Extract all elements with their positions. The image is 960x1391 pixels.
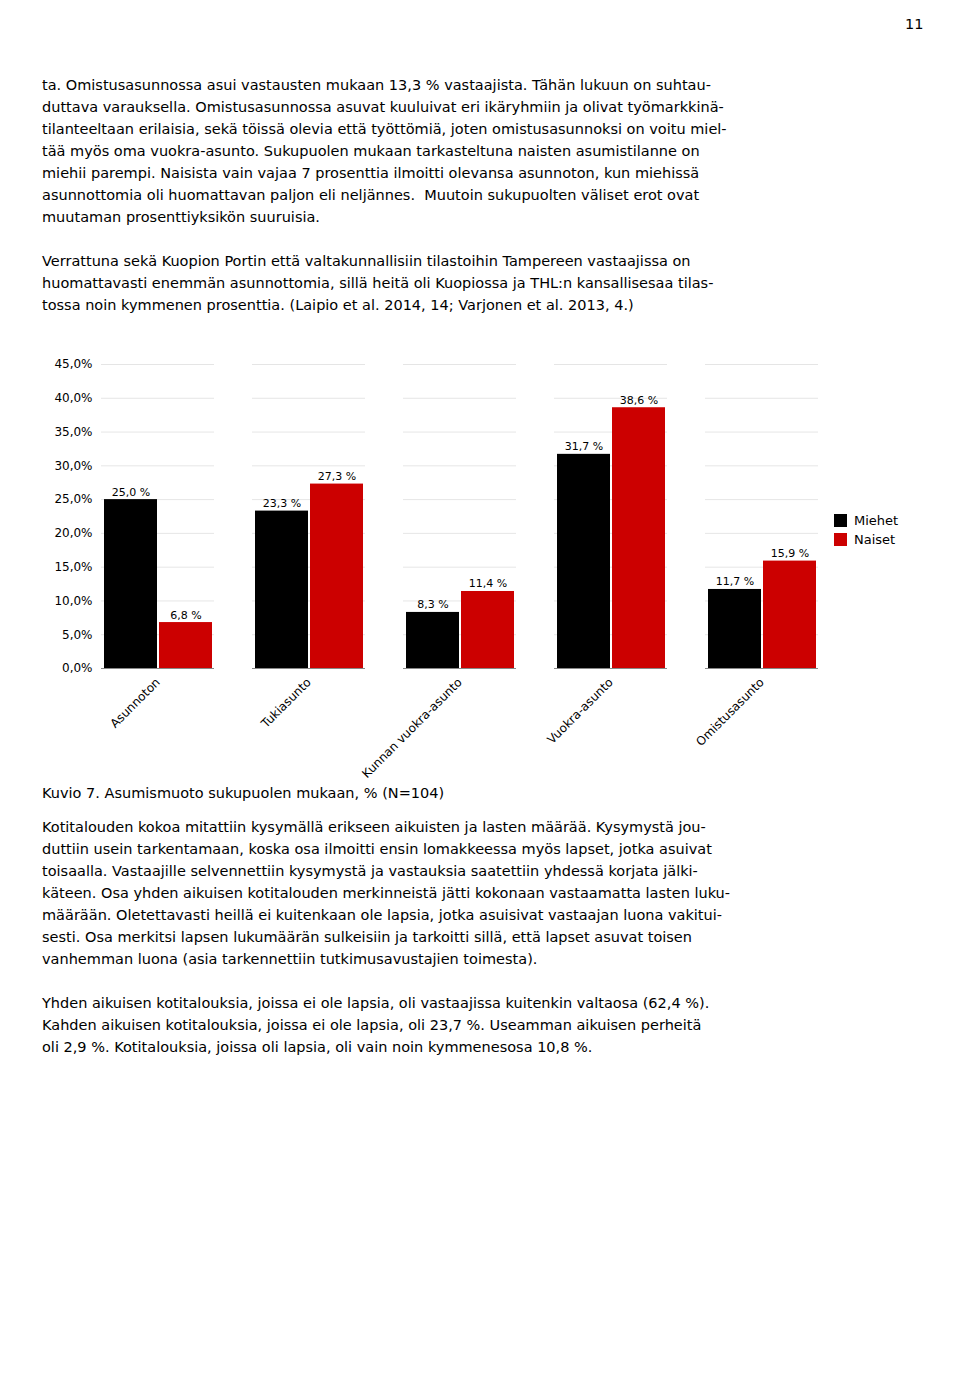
html-text:määrään. Oletettavasti heillä: määrään. Oletettavasti heillä ei kuitenk… — [42, 907, 722, 923]
svg-text:35,0%: 35,0% — [54, 425, 92, 439]
html-text:duttava varauksella. Omistusas: duttava varauksella. Omistusasunnossa as… — [42, 99, 724, 115]
html-text:oli 2,9 %. Kotitalouksia, jois: oli 2,9 %. Kotitalouksia, joissa oli lap… — [42, 1039, 593, 1055]
svg-text:30,0%: 30,0% — [54, 459, 92, 473]
svg-text:Omistusasunto: Omistusasunto — [693, 675, 767, 749]
svg-text:45,0%: 45,0% — [54, 357, 92, 371]
html-text:asunnottomia oli huomattavan p: asunnottomia oli huomattavan paljon eli … — [42, 187, 700, 203]
svg-text:31,7 %: 31,7 % — [565, 440, 603, 453]
html-text:sesti. Osa merkitsi lapsen luk: sesti. Osa merkitsi lapsen lukumäärän su… — [42, 929, 692, 945]
svg-text:6,8 %: 6,8 % — [170, 609, 201, 622]
html-text:Yhden aikuisen kotitalouksia,: Yhden aikuisen kotitalouksia, joissa ei … — [42, 995, 710, 1011]
html-text:Kotitalouden kokoa mitattiin k: Kotitalouden kokoa mitattiin kysymällä e… — [42, 819, 706, 835]
svg-text:0,0%: 0,0% — [62, 661, 93, 675]
html-text:11: 11 — [905, 16, 924, 32]
html-text:Miehet: Miehet — [854, 513, 899, 529]
html-text:toisaalla. Vastaajille selvenn: toisaalla. Vastaajille selvennettiin kys… — [42, 863, 698, 879]
svg-text:Vuokra-asunto: Vuokra-asunto — [545, 675, 616, 746]
svg-text:15,0%: 15,0% — [54, 560, 92, 574]
html-text:Naiset: Naiset — [854, 532, 896, 548]
html-text:tilanteeltaan erilaisia, sekä: tilanteeltaan erilaisia, sekä töissä ole… — [42, 121, 727, 137]
svg-text:27,3 %: 27,3 % — [318, 470, 356, 483]
svg-text:38,6 %: 38,6 % — [620, 394, 658, 407]
html-text:tää myös oma vuokra-asunto. Su: tää myös oma vuokra-asunto. Sukupuolen m… — [42, 143, 700, 159]
html-text:tossa noin kymmenen prosenttia: tossa noin kymmenen prosenttia. (Laipio … — [42, 297, 634, 313]
html-text:vanhemman luona (asia tarkenne: vanhemman luona (asia tarkennettiin tutk… — [42, 951, 538, 967]
svg-text:Tukiasunto: Tukiasunto — [258, 675, 314, 731]
svg-text:Asunnoton: Asunnoton — [107, 675, 162, 730]
html-text:muutaman prosenttiyksikön suur: muutaman prosenttiyksikön suuruisia. — [42, 209, 320, 225]
html-text:Verrattuna sekä Kuopion Portin: Verrattuna sekä Kuopion Portin että valt… — [42, 253, 691, 269]
svg-text:23,3 %: 23,3 % — [263, 497, 301, 510]
svg-text:Kunnan vuokra-asunto: Kunnan vuokra-asunto — [359, 675, 465, 780]
html-text:käteen. Osa yhden aikuisen kot: käteen. Osa yhden aikuisen kotitalouden … — [42, 885, 730, 901]
svg-text:15,9 %: 15,9 % — [771, 547, 809, 560]
html-text:duttiin usein tarkentamaan, ko: duttiin usein tarkentamaan, koska osa il… — [42, 841, 712, 857]
html-text:miehii parempi. Naisista vain: miehii parempi. Naisista vain vajaa 7 pr… — [42, 165, 700, 181]
svg-text:8,3 %: 8,3 % — [417, 598, 448, 611]
svg-text:10,0%: 10,0% — [54, 594, 92, 608]
html-text:Kuvio 7. Asumismuoto sukupuole: Kuvio 7. Asumismuoto sukupuolen mukaan, … — [42, 785, 445, 801]
html-text:Kahden aikuisen kotitalouksia,: Kahden aikuisen kotitalouksia, joissa ei… — [42, 1017, 702, 1033]
svg-text:5,0%: 5,0% — [62, 628, 93, 642]
html-text:ta. Omistusasunnossa asui vast: ta. Omistusasunnossa asui vastausten muk… — [42, 77, 711, 93]
svg-text:11,7 %: 11,7 % — [716, 575, 754, 588]
svg-text:40,0%: 40,0% — [54, 391, 92, 405]
svg-text:25,0%: 25,0% — [54, 492, 92, 506]
svg-text:20,0%: 20,0% — [54, 526, 92, 540]
html-text:huomattavasti enemmän asunnott: huomattavasti enemmän asunnottomia, sill… — [42, 275, 714, 291]
svg-text:25,0 %: 25,0 % — [112, 486, 150, 499]
svg-text:11,4 %: 11,4 % — [469, 577, 507, 590]
